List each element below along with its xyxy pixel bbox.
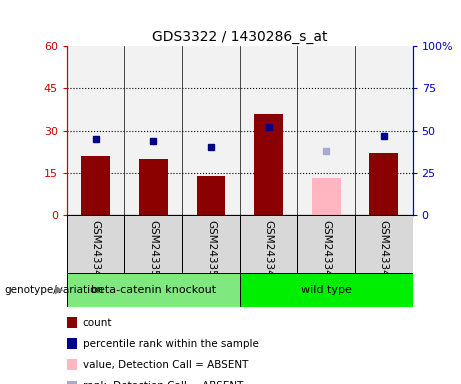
Bar [369,153,398,215]
Bar [124,215,182,273]
Text: count: count [83,318,112,328]
Text: percentile rank within the sample: percentile rank within the sample [83,339,259,349]
Text: ▶: ▶ [55,285,64,295]
Text: GSM243349: GSM243349 [91,220,100,283]
Bar [312,179,341,215]
Text: rank, Detection Call = ABSENT: rank, Detection Call = ABSENT [83,381,243,384]
Text: GSM243347: GSM243347 [321,220,331,283]
Bar [240,215,297,273]
Bar [81,156,110,215]
Text: genotype/variation: genotype/variation [5,285,104,295]
Bar [182,215,240,273]
Bar [297,215,355,273]
Text: value, Detection Call = ABSENT: value, Detection Call = ABSENT [83,360,248,370]
Text: GSM243351: GSM243351 [206,220,216,283]
Bar [254,114,283,215]
Text: GSM243346: GSM243346 [264,220,273,283]
Bar [139,159,168,215]
Bar [67,273,240,307]
Bar [67,215,124,273]
Text: wild type: wild type [301,285,352,295]
Bar [240,273,413,307]
Text: GSM243348: GSM243348 [379,220,389,283]
Text: GSM243350: GSM243350 [148,220,158,283]
Text: beta-catenin knockout: beta-catenin knockout [91,285,216,295]
Bar [196,175,225,215]
Bar [355,215,413,273]
Title: GDS3322 / 1430286_s_at: GDS3322 / 1430286_s_at [152,30,327,44]
